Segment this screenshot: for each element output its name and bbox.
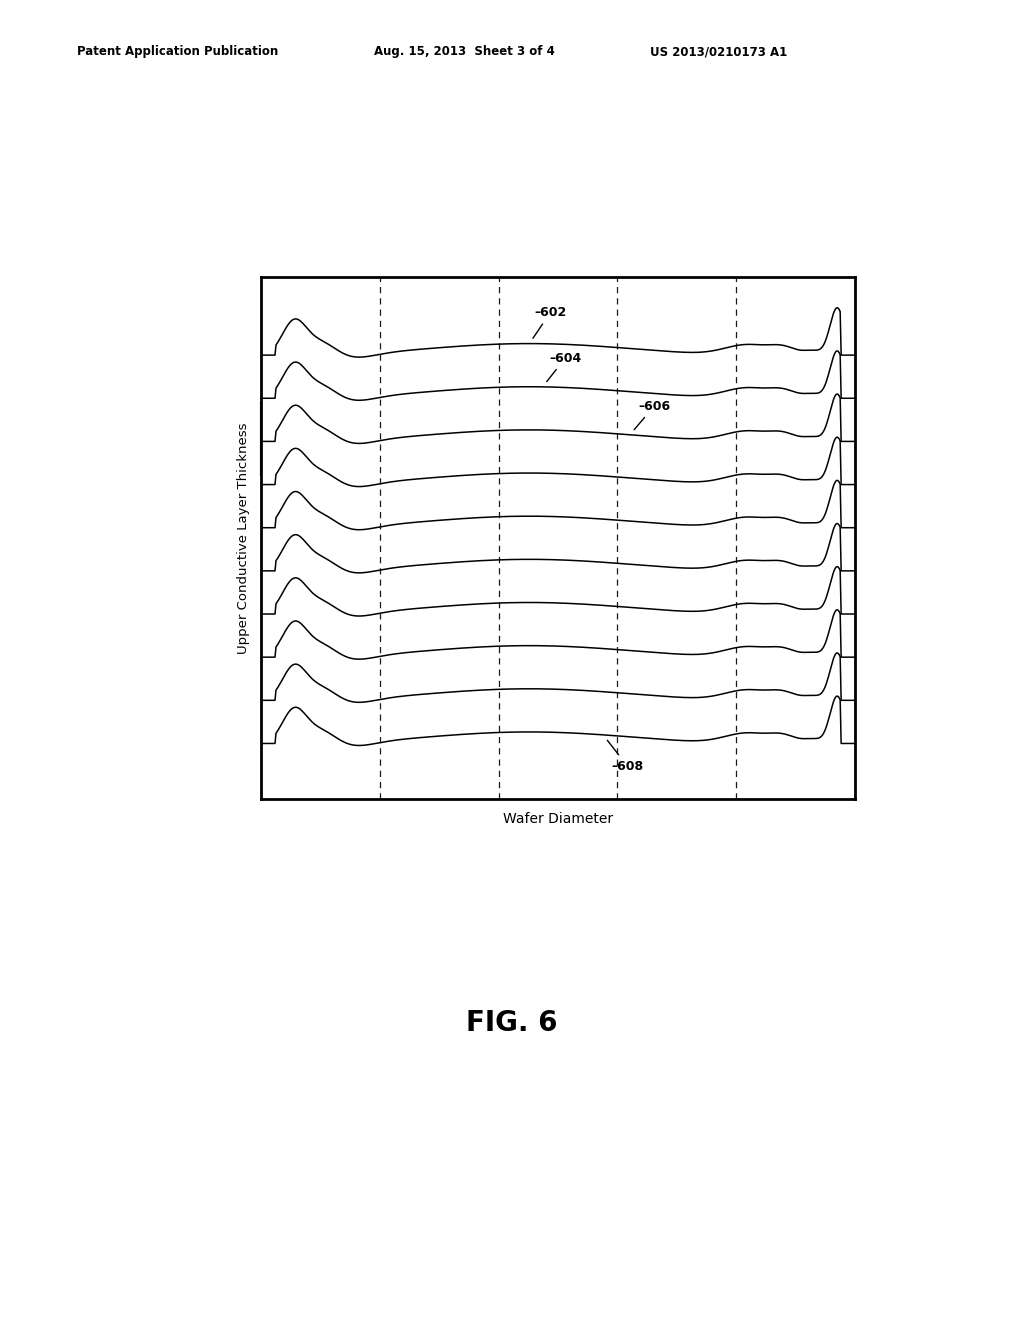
Text: FIG. 6: FIG. 6: [466, 1008, 558, 1038]
Text: –606: –606: [634, 400, 671, 430]
Text: Surface
2: Surface 2: [417, 424, 462, 454]
Text: –604: –604: [547, 351, 582, 381]
Y-axis label: Upper Conductive Layer Thickness: Upper Conductive Layer Thickness: [237, 422, 250, 653]
Text: US 2013/0210173 A1: US 2013/0210173 A1: [650, 45, 787, 58]
X-axis label: Wafer Diameter: Wafer Diameter: [503, 813, 613, 826]
Text: Surface
1: Surface 1: [773, 424, 818, 454]
Text: Surface
2: Surface 2: [654, 424, 699, 454]
Text: –608: –608: [607, 741, 644, 772]
Text: Surface
1: Surface 1: [298, 424, 343, 454]
Text: Aug. 15, 2013  Sheet 3 of 4: Aug. 15, 2013 Sheet 3 of 4: [374, 45, 555, 58]
Text: –602: –602: [532, 306, 566, 338]
Text: Patent Application Publication: Patent Application Publication: [77, 45, 279, 58]
Text: Surface
3: Surface 3: [536, 424, 581, 454]
